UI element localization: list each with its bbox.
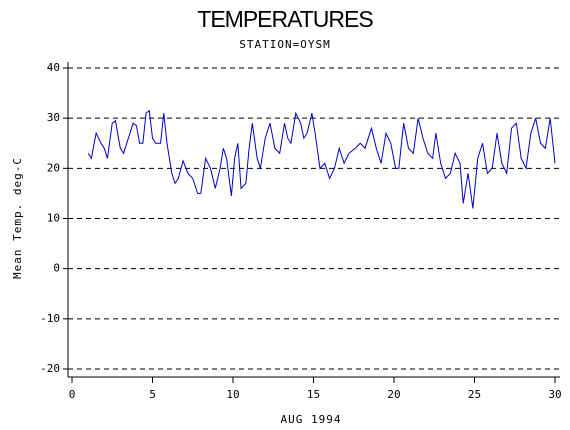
x-tick-label: 5 bbox=[149, 388, 156, 401]
x-tick-label: 25 bbox=[468, 388, 481, 401]
y-tick-label: 30 bbox=[47, 111, 60, 124]
chart-title: TEMPERATURES bbox=[197, 6, 373, 32]
y-tick-label: 10 bbox=[47, 212, 60, 225]
x-tick-label: 10 bbox=[226, 388, 239, 401]
y-tick-label: 40 bbox=[47, 61, 60, 74]
x-tick-label: 30 bbox=[548, 388, 561, 401]
y-tick-label: -20 bbox=[40, 362, 60, 375]
data-line bbox=[87, 109, 556, 209]
x-tick-label: 0 bbox=[69, 388, 76, 401]
y-tick-label: 20 bbox=[47, 161, 60, 174]
y-axis-label: Mean Temp. deg-C bbox=[11, 157, 24, 279]
x-tick-label: 15 bbox=[307, 388, 320, 401]
x-axis-label: AUG 1994 bbox=[281, 413, 342, 426]
x-tick-label: 20 bbox=[387, 388, 400, 401]
chart-subtitle: STATION=OYSM bbox=[239, 38, 330, 51]
y-tick-label: -10 bbox=[40, 312, 60, 325]
y-tick-label: 0 bbox=[53, 262, 60, 275]
